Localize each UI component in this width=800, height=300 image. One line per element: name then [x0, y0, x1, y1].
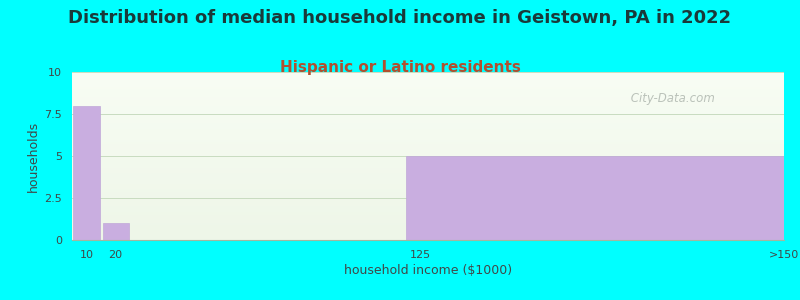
Text: Hispanic or Latino residents: Hispanic or Latino residents	[279, 60, 521, 75]
Text: Distribution of median household income in Geistown, PA in 2022: Distribution of median household income …	[69, 9, 731, 27]
Text: City-Data.com: City-Data.com	[627, 92, 715, 105]
X-axis label: household income ($1000): household income ($1000)	[344, 264, 512, 277]
Bar	[406, 156, 784, 240]
Y-axis label: households: households	[27, 120, 40, 192]
Bar	[102, 223, 129, 240]
Bar	[74, 106, 100, 240]
